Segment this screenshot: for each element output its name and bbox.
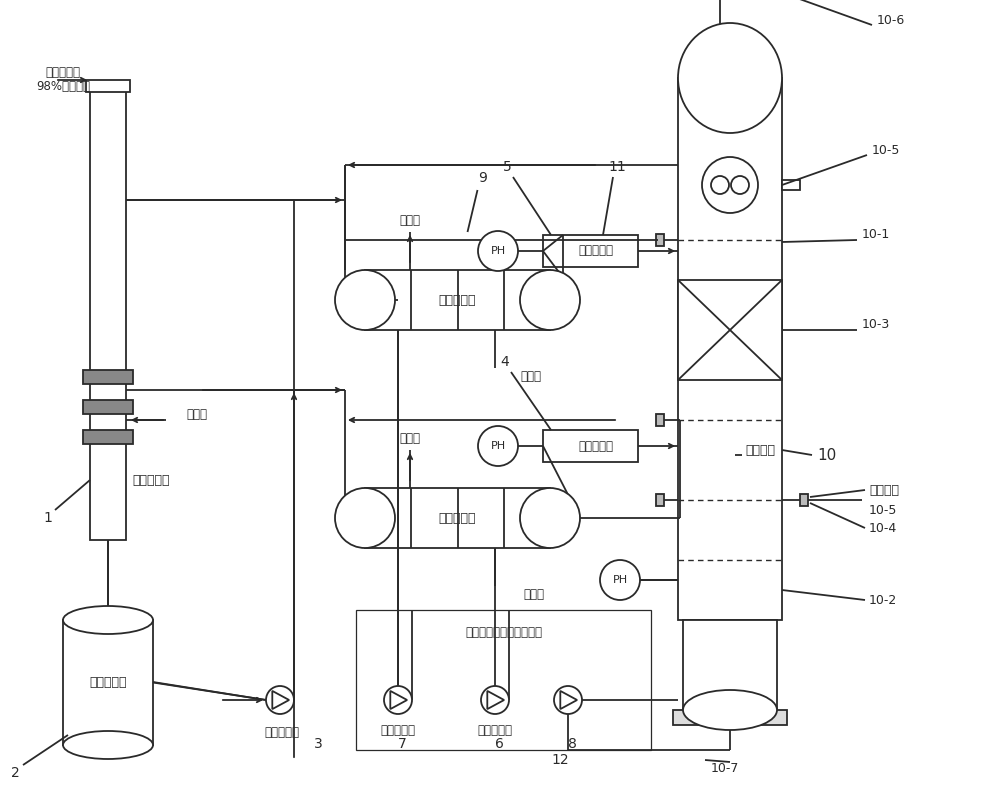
Circle shape xyxy=(731,176,749,194)
Bar xyxy=(782,180,800,190)
Text: 冷却水: 冷却水 xyxy=(523,587,544,601)
Text: 98%硫酸溶液: 98%硫酸溶液 xyxy=(36,81,90,93)
Text: 氨吸收塔: 氨吸收塔 xyxy=(745,444,775,456)
Circle shape xyxy=(384,686,412,714)
Bar xyxy=(365,488,550,548)
Bar xyxy=(656,414,664,426)
Text: 塔顶冷却器: 塔顶冷却器 xyxy=(439,294,476,306)
Circle shape xyxy=(711,176,729,194)
Ellipse shape xyxy=(335,488,395,548)
Text: 硫酸铵多效蒸发凝缩系统: 硫酸铵多效蒸发凝缩系统 xyxy=(465,626,542,638)
Ellipse shape xyxy=(520,270,580,330)
Text: 10-5: 10-5 xyxy=(869,504,897,516)
Circle shape xyxy=(702,157,758,213)
Text: 10: 10 xyxy=(817,448,836,463)
Text: 10-7: 10-7 xyxy=(711,761,739,775)
Text: 硫酸输送泵: 硫酸输送泵 xyxy=(264,725,300,738)
Text: 硫酸稀释器: 硫酸稀释器 xyxy=(132,473,170,487)
Bar xyxy=(673,710,787,725)
Text: 11: 11 xyxy=(608,160,626,174)
Polygon shape xyxy=(487,691,504,709)
Bar xyxy=(656,234,664,246)
Bar xyxy=(543,430,638,462)
Bar xyxy=(90,90,126,540)
Circle shape xyxy=(600,560,640,600)
Polygon shape xyxy=(390,691,407,709)
Text: 第二混合器: 第二混合器 xyxy=(578,244,613,258)
Text: 塔底冷却器: 塔底冷却器 xyxy=(439,512,476,524)
Bar xyxy=(63,620,153,745)
Text: 塔顶循环泵: 塔顶循环泵 xyxy=(380,724,416,737)
Text: 塔底循环泵: 塔底循环泵 xyxy=(478,724,512,737)
Text: 蒸发工艺水: 蒸发工艺水 xyxy=(46,65,80,78)
Text: 冷却水: 冷却水 xyxy=(520,369,541,382)
Text: 冷却水: 冷却水 xyxy=(186,409,207,421)
Text: 1: 1 xyxy=(44,511,52,525)
Text: 10-4: 10-4 xyxy=(869,522,897,535)
Bar xyxy=(365,270,550,330)
Circle shape xyxy=(478,231,518,271)
Text: 6: 6 xyxy=(495,737,503,751)
Bar xyxy=(83,400,133,414)
Text: PH: PH xyxy=(490,441,506,451)
Bar xyxy=(683,620,777,710)
Bar xyxy=(543,235,638,267)
Text: 冷却水: 冷却水 xyxy=(400,432,420,444)
Polygon shape xyxy=(272,691,289,709)
Text: 7: 7 xyxy=(398,737,406,751)
Ellipse shape xyxy=(63,731,153,759)
Text: 9: 9 xyxy=(478,171,487,185)
Bar xyxy=(356,610,651,750)
Text: PH: PH xyxy=(490,246,506,256)
Text: 12: 12 xyxy=(551,753,569,767)
Ellipse shape xyxy=(520,488,580,548)
Bar xyxy=(800,494,808,506)
Ellipse shape xyxy=(683,690,777,730)
Text: 8: 8 xyxy=(568,737,576,751)
Text: 含氨尾气: 含氨尾气 xyxy=(869,484,899,496)
Polygon shape xyxy=(560,691,577,709)
Ellipse shape xyxy=(678,23,782,133)
Circle shape xyxy=(266,686,294,714)
Text: 10-1: 10-1 xyxy=(862,228,890,242)
Bar xyxy=(83,370,133,384)
Text: 硫酸储备罐: 硫酸储备罐 xyxy=(89,676,127,689)
Text: 2: 2 xyxy=(11,766,19,780)
Text: 10-3: 10-3 xyxy=(862,318,890,331)
Bar xyxy=(678,280,782,380)
Bar xyxy=(86,80,130,92)
Text: 10-2: 10-2 xyxy=(869,594,897,606)
Text: 5: 5 xyxy=(503,160,511,174)
Text: 第一混合器: 第一混合器 xyxy=(578,440,613,452)
Bar xyxy=(83,430,133,444)
Ellipse shape xyxy=(335,270,395,330)
Bar xyxy=(678,78,782,620)
Text: 冷却水: 冷却水 xyxy=(400,214,420,227)
Text: 3: 3 xyxy=(314,737,322,751)
Bar xyxy=(656,494,664,506)
Text: PH: PH xyxy=(612,575,628,585)
Text: 10-6: 10-6 xyxy=(877,14,905,26)
Circle shape xyxy=(481,686,509,714)
Circle shape xyxy=(478,426,518,466)
Circle shape xyxy=(554,686,582,714)
Ellipse shape xyxy=(63,606,153,634)
Text: 4: 4 xyxy=(501,355,509,369)
Text: 10-5: 10-5 xyxy=(872,144,900,156)
